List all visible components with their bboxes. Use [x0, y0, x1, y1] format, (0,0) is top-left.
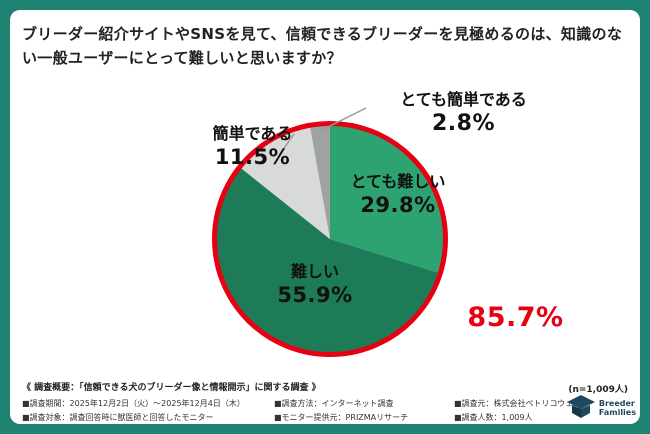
pie-chart — [212, 107, 448, 357]
pie-slice-0 — [330, 125, 444, 273]
segment-value: 2.8% — [431, 111, 495, 136]
sample-size-note: (n=1,009人) — [568, 385, 628, 395]
survey-detail-target: ■調査対象：調査回答時に獣医師と回答したモニター — [22, 413, 214, 422]
survey-detail-source: ■調査元：株式会社ペトリコウェル — [454, 399, 582, 408]
segment-value: 11.5% — [214, 145, 291, 169]
survey-question-title: ブリーダー紹介サイトやSNSを見て、信頼できるブリーダーを見極めるのは、知識のな… — [22, 25, 623, 67]
segment-label-difficult: 難しい 55.9% — [240, 262, 390, 308]
survey-detail-count: ■調査人数：1,009人 — [454, 413, 533, 422]
segment-label-easy: 簡単である 11.5% — [170, 124, 335, 170]
logo-line1: Breeder — [598, 398, 635, 408]
pie-outline-ring — [212, 121, 448, 357]
survey-detail-period: ■調査期間：2025年12月2日（火）〜2025年12月4日（木） — [22, 399, 245, 408]
breeder-families-logo-text: Breeder Families — [599, 399, 636, 417]
pie-slices — [216, 125, 444, 353]
survey-card: ブリーダー紹介サイトやSNSを見て、信頼できるブリーダーを見極めるのは、知識のな… — [10, 10, 640, 424]
leader-line-very-easy — [321, 107, 367, 131]
pie-slice-1 — [216, 168, 439, 353]
segment-name: 難しい — [290, 262, 339, 281]
segment-name: とても簡単である — [400, 90, 527, 109]
segment-value: 55.9% — [277, 283, 353, 307]
difficult-total-percentage: 85.7% — [467, 302, 564, 333]
segment-name: 簡単である — [212, 124, 293, 143]
pie-slice-3 — [310, 125, 330, 239]
survey-details-grid: ■調査期間：2025年12月2日（火）〜2025年12月4日（木） ■調査方法：… — [22, 398, 628, 423]
survey-detail-monitor: ■モニター提供元：PRIZMAリサーチ — [274, 413, 409, 422]
segment-label-very-easy: とても簡単である 2.8% — [366, 90, 561, 138]
chart-area: とても難しい 29.8% 難しい 55.9% 簡単である 11.5% とても簡単… — [10, 90, 640, 382]
logo-line2: Families — [598, 408, 636, 417]
segment-value: 29.8% — [360, 193, 436, 217]
footer-head: 《 調査概要：「信頼できる犬のブリーダー像と情報開示」に関する調査 》 (n=1… — [22, 380, 628, 395]
breeder-families-logo-icon — [566, 395, 595, 418]
survey-footer: 《 調査概要：「信頼できる犬のブリーダー像と情報開示」に関する調査 》 (n=1… — [22, 380, 628, 422]
breeder-families-logo: Breeder Families — [566, 394, 636, 422]
pie-slice-2 — [241, 127, 330, 239]
segment-label-very-difficult: とても難しい 29.8% — [323, 172, 473, 218]
leader-line-easy — [279, 133, 295, 155]
survey-overview-heading: 《 調査概要：「信頼できる犬のブリーダー像と情報開示」に関する調査 》 — [22, 383, 321, 393]
segment-name: とても難しい — [350, 172, 446, 191]
survey-detail-method: ■調査方法：インターネット調査 — [274, 399, 394, 408]
